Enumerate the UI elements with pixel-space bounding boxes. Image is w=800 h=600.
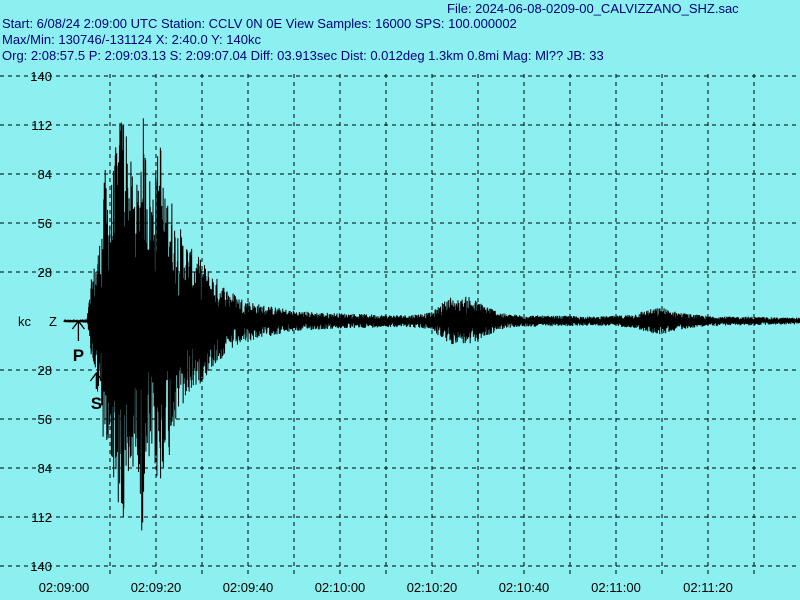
x-tick-label: 02:09:40: [223, 580, 274, 595]
x-axis-labels: 02:09:00 02:09:20 02:09:40 02:10:00 02:10:20…: [39, 580, 733, 595]
phase-marker-arrow: [89, 371, 103, 382]
y-tick-label: 84: [38, 167, 52, 182]
y-tick-label: 56: [38, 412, 52, 427]
y-tick-label: 112: [31, 510, 52, 525]
max-min-info: Max/Min: 130746/-131124 X: 2:40.0 Y: 140…: [2, 32, 261, 47]
waveform-trace-group: [63, 118, 800, 531]
phase-markers: PS: [71, 319, 103, 413]
x-tick-label: 02:10:40: [499, 580, 550, 595]
phase-marker-label: P: [73, 346, 84, 365]
x-tick-label: 02:10:00: [315, 580, 366, 595]
x-tick-label: 02:11:20: [683, 580, 733, 595]
y-axis-labels: 140 112 84 56 28 28 56 84 112 140: [30, 69, 52, 574]
y-tick-label: 112: [31, 118, 52, 133]
y-unit-label: kc: [18, 314, 32, 329]
x-tick-label: 02:11:00: [591, 580, 641, 595]
waveform-trace: [63, 118, 800, 531]
y-tick-label: 140: [30, 69, 52, 84]
y-tick-label: 56: [38, 216, 52, 231]
y-tick-label: 140: [30, 559, 52, 574]
component-label: Z: [49, 314, 57, 329]
phase-marker-arrow: [71, 319, 85, 330]
x-tick-label: 02:10:20: [407, 580, 458, 595]
y-tick-label: 28: [38, 363, 52, 378]
y-tick-label: 28: [38, 265, 52, 280]
origin-info: Org: 2:08:57.5 P: 2:09:03.13 S: 2:09:07.…: [2, 48, 604, 63]
phase-marker-label: S: [91, 394, 102, 413]
y-tick-label: 84: [38, 461, 52, 476]
station-info: Start: 6/08/24 2:09:00 UTC Station: CCLV…: [2, 16, 517, 31]
file-name: File: 2024-06-08-0209-00_CALVIZZANO_SHZ.…: [447, 1, 739, 16]
x-tick-label: 02:09:20: [131, 580, 182, 595]
x-tick-label: 02:09:00: [39, 580, 90, 595]
